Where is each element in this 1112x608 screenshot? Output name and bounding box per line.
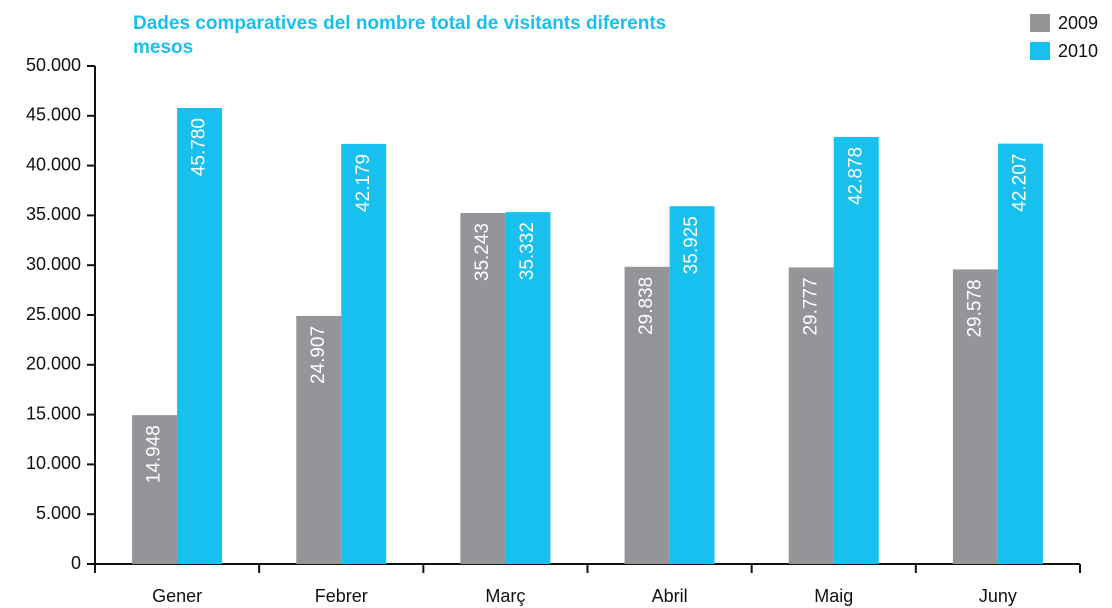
bar (788, 267, 834, 564)
value-label: 42.878 (845, 147, 866, 205)
bar (952, 269, 998, 564)
value-label: 45.780 (189, 118, 210, 176)
y-tick-label: 0 (71, 553, 81, 573)
value-label: 35.243 (472, 223, 493, 281)
bar (132, 415, 178, 564)
x-tick-label: Juny (979, 586, 1017, 606)
x-tick-label: Març (485, 586, 525, 606)
bar (460, 212, 506, 564)
x-tick-label: Febrer (315, 586, 368, 606)
bar (997, 143, 1043, 564)
value-label: 14.948 (144, 425, 165, 483)
x-tick-label: Gener (152, 586, 202, 606)
y-tick-label: 20.000 (26, 354, 81, 374)
x-tick-label: Maig (814, 586, 853, 606)
chart-title: Dades comparatives del nombre total de v… (133, 13, 667, 58)
value-label: 35.332 (517, 222, 538, 280)
legend-label: 2009 (1058, 13, 1098, 33)
legend-swatch (1030, 14, 1050, 32)
legend-label: 2010 (1058, 41, 1098, 61)
y-tick-label: 50.000 (26, 55, 81, 75)
y-tick-label: 15.000 (26, 403, 81, 423)
y-tick-label: 25.000 (26, 304, 81, 324)
bar (296, 315, 342, 564)
value-label: 29.777 (800, 277, 821, 335)
y-tick-label: 10.000 (26, 453, 81, 473)
value-label: 29.578 (964, 279, 985, 337)
y-tick-label: 40.000 (26, 154, 81, 174)
bar (341, 143, 387, 564)
bar (624, 266, 670, 564)
value-label: 42.207 (1009, 154, 1030, 212)
legend-swatch (1030, 42, 1050, 60)
value-label: 24.907 (308, 326, 329, 384)
bar (669, 206, 715, 564)
value-label: 35.925 (681, 216, 702, 274)
y-tick-label: 30.000 (26, 254, 81, 274)
bar (505, 212, 551, 565)
value-label: 29.838 (636, 277, 657, 335)
value-label: 42.179 (353, 154, 374, 212)
bar (177, 108, 223, 565)
y-tick-label: 5.000 (36, 503, 81, 523)
y-tick-label: 35.000 (26, 204, 81, 224)
y-tick-label: 45.000 (26, 105, 81, 125)
x-tick-label: Abril (652, 586, 688, 606)
bar (833, 136, 879, 564)
